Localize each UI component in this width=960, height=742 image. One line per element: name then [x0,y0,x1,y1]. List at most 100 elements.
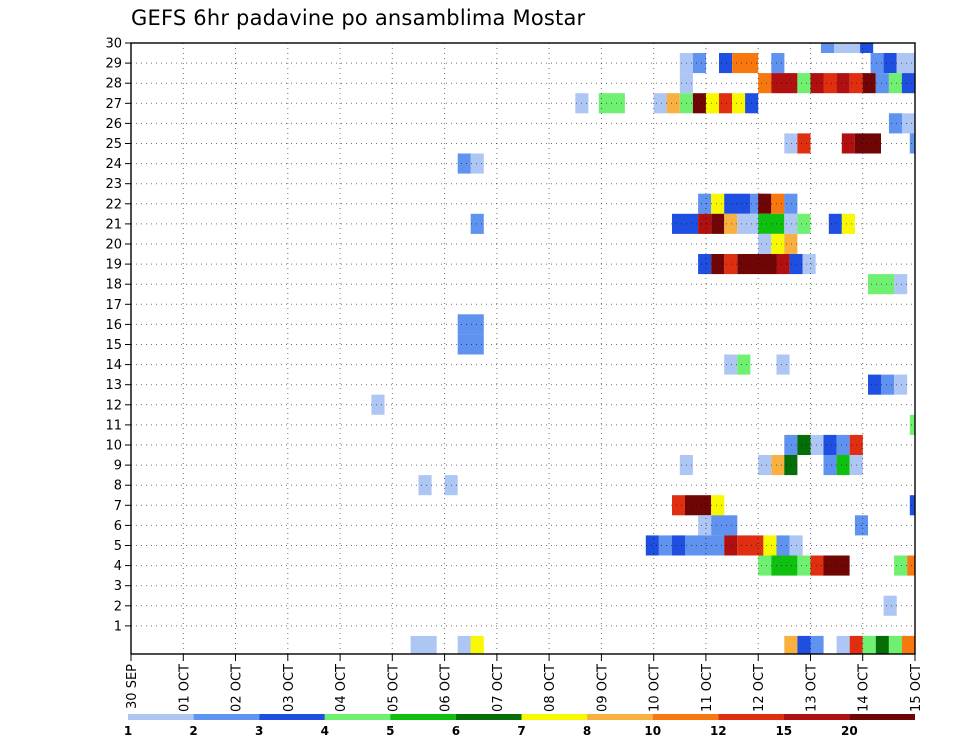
data-cell [698,193,712,214]
y-tick-label: 5 [114,539,122,554]
y-tick-label: 13 [105,378,122,393]
x-tick-label: 04 OCT [334,664,349,712]
data-cell [894,555,908,576]
data-cell [470,213,484,234]
data-cell [854,133,881,154]
data-cell [698,515,712,536]
colorbar-label: 20 [841,724,858,738]
data-cell [784,635,798,654]
data-cell [868,374,882,395]
data-cell [883,595,897,616]
data-cell [758,233,772,254]
y-tick-label: 14 [105,358,122,373]
x-tick-label: 01 OCT [177,664,192,712]
data-cell [672,495,686,516]
data-cell [836,455,850,476]
axes: 1234567891011121314151617181920212223242… [105,37,924,712]
x-tick-label: 09 OCT [595,664,610,712]
data-cell [653,93,667,114]
x-tick-label: 13 OCT [805,664,820,712]
data-cell [672,213,699,234]
y-tick-label: 18 [105,278,122,293]
data-cell [784,455,798,476]
y-tick-label: 26 [105,117,122,132]
colorbar-swatch [587,714,653,720]
colorbar-swatch [783,714,850,720]
x-tick-label: 08 OCT [543,664,558,712]
data-cell [823,455,837,476]
data-cell [758,73,772,94]
x-tick-label: 06 OCT [439,664,454,712]
colorbar-swatch [849,714,915,720]
data-cell [724,213,738,234]
data-cell [470,635,484,654]
x-tick-label: 15 OCT [909,664,924,712]
colorbar-label: 4 [321,724,329,738]
data-cell [771,193,785,214]
colorbar-swatch [455,714,522,720]
data-cell [784,233,798,254]
data-cell [719,93,733,114]
data-cell [888,73,902,94]
y-tick-label: 4 [114,559,122,574]
x-tick-label: 12 OCT [752,664,767,712]
data-cell [909,495,915,516]
data-cell [724,354,738,375]
data-cell [841,133,855,154]
y-tick-label: 15 [105,338,122,353]
data-cell [771,53,785,74]
data-cell [820,43,834,53]
colorbar-swatch [652,714,719,720]
data-cell [771,455,785,476]
data-cell [888,635,902,654]
colorbar: 1 2 3 4 5 6 7 8 10 12 15 20 [124,714,915,738]
colorbar-swatch [324,714,391,720]
data-cell [836,73,850,94]
data-cell [698,213,712,234]
data-cell [758,555,772,576]
data-cell [797,555,811,576]
data-cell [719,53,733,74]
data-cell [776,535,790,556]
data-cell [896,53,915,74]
data-cell [711,515,738,536]
data-cell [711,254,725,275]
data-cell [810,635,824,654]
data-cell [823,434,837,455]
data-cell [418,475,432,496]
data-cell [797,213,811,234]
data-cell [797,434,811,455]
data-cell [758,455,772,476]
data-cell [685,495,712,516]
x-tick-label: 07 OCT [491,664,506,712]
data-cell [470,153,484,174]
data-cell [810,555,824,576]
y-tick-label: 12 [105,398,122,413]
data-cell [849,635,863,654]
colorbar-label: 6 [452,724,460,738]
data-cell [692,53,706,74]
data-cell [371,394,385,415]
data-cell [797,73,811,94]
data-cell [658,535,672,556]
data-cell [457,153,471,174]
y-tick-label: 7 [114,499,122,514]
data-cell [784,133,798,154]
colorbar-label: 8 [583,724,591,738]
y-tick-label: 25 [105,137,122,152]
x-tick-label: 30 SEP [125,664,140,709]
gridlines [131,42,915,654]
plot-frame [130,42,916,655]
data-cell [862,73,876,94]
data-cell [894,374,908,395]
data-cell [692,93,706,114]
data-cell [881,374,895,395]
data-cell [823,73,837,94]
y-tick-label: 8 [114,479,122,494]
y-tick-label: 16 [105,318,122,333]
data-cell [771,233,785,254]
y-tick-label: 20 [105,238,122,253]
colorbar-label: 5 [386,724,394,738]
y-tick-label: 17 [105,298,122,313]
